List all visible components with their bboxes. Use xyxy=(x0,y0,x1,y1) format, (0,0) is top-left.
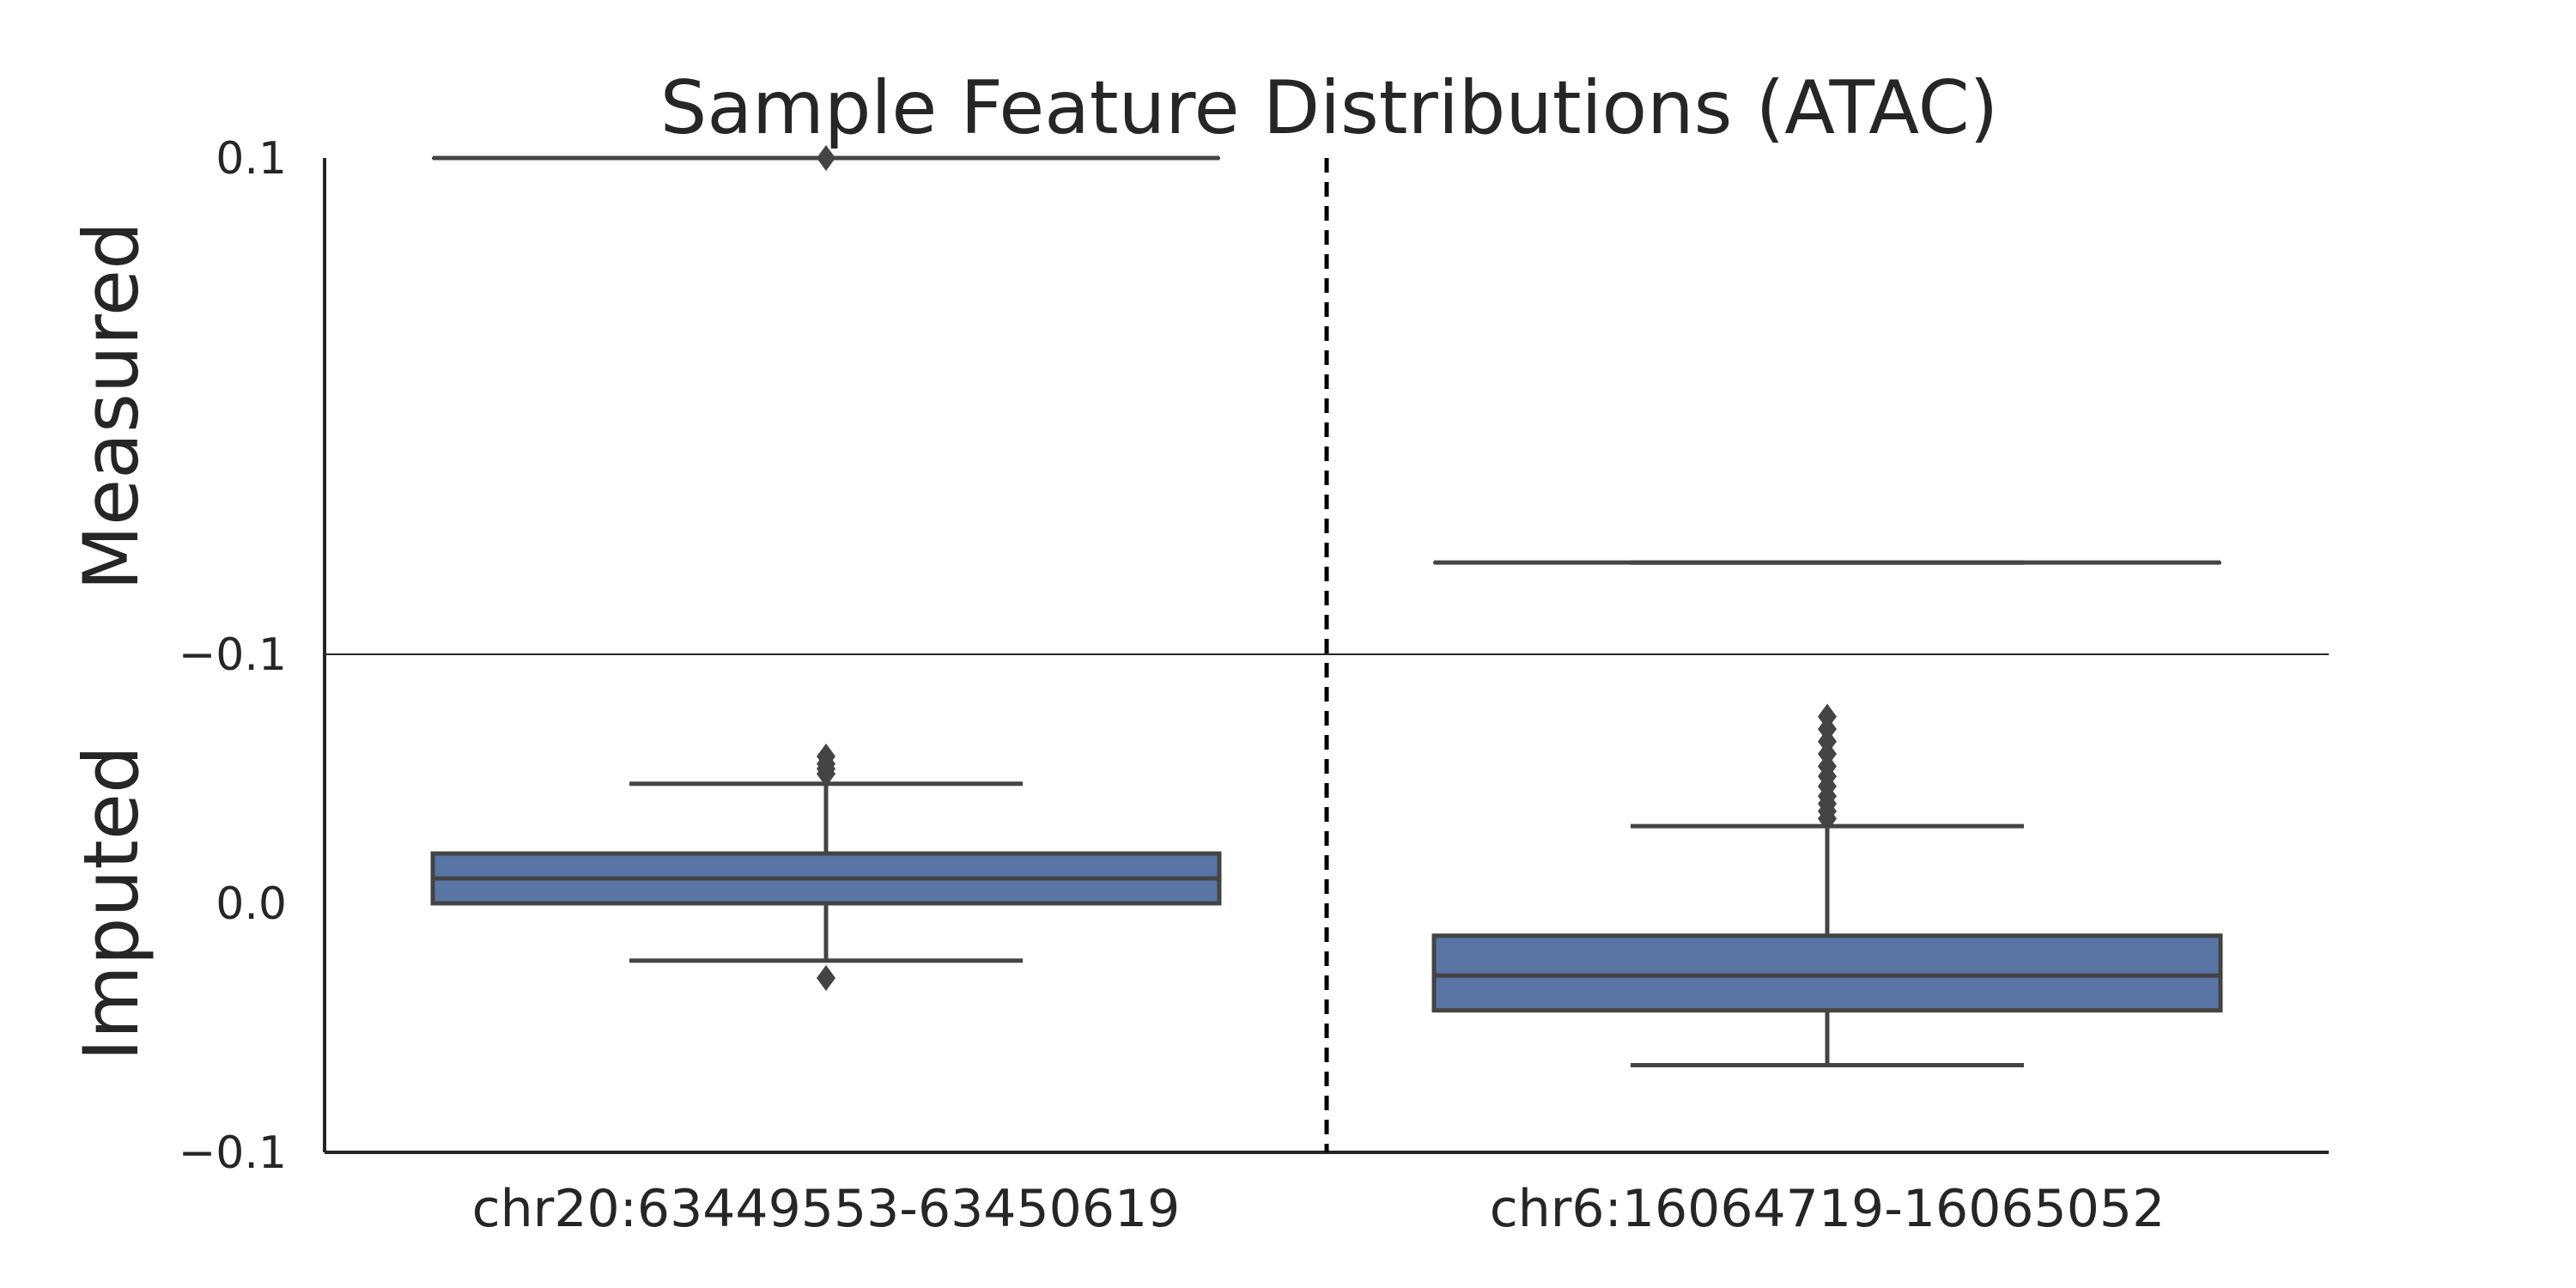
y-tick-label: 0.1 xyxy=(216,133,287,185)
y-tick-label: −0.1 xyxy=(179,1127,287,1179)
outlier-point xyxy=(817,145,835,171)
box-measured-1 xyxy=(432,145,1220,171)
box-imputed-2 xyxy=(1431,703,2223,1067)
row-label-measured: Measured xyxy=(67,222,155,591)
y-tick-label: −0.1 xyxy=(179,629,287,681)
box-measured-2 xyxy=(1433,560,2221,565)
outlier-point xyxy=(817,743,835,769)
y-tick-label: 0.0 xyxy=(216,878,287,930)
box-imputed-1 xyxy=(430,743,1222,991)
outlier-point xyxy=(1818,703,1837,730)
x-tick-label: chr6:16064719-16065052 xyxy=(1490,1179,2166,1239)
row-label-imputed: Imputed xyxy=(67,745,155,1061)
x-tick-label: chr20:63449553-63450619 xyxy=(472,1179,1181,1239)
box-body xyxy=(1431,933,2223,1013)
chart-title: Sample Feature Distributions (ATAC) xyxy=(660,65,1998,151)
plot-area: Measured −0.1 0.1 Imputed −0.1 0.0 chr20:63449… xyxy=(67,133,2329,1239)
outlier-point xyxy=(817,965,835,991)
